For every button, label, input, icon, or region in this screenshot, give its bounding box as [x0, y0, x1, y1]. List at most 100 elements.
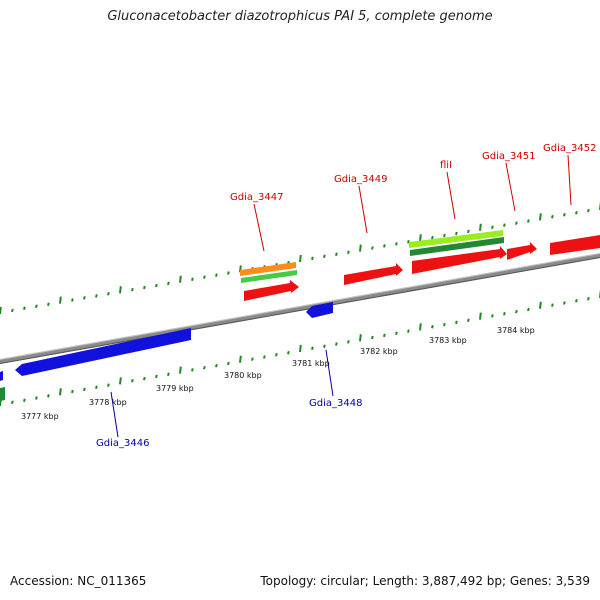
minor-tick [467, 318, 470, 323]
major-tick [479, 223, 482, 231]
gene-gdia-3449[interactable] [344, 263, 403, 285]
minor-tick [503, 223, 506, 227]
minor-tick [503, 312, 506, 316]
minor-tick [203, 366, 206, 370]
minor-tick [527, 307, 530, 312]
ruler-tick-labels: 3777 kbp 3778 kbp 3779 kbp 3780 kbp 3781… [21, 326, 535, 421]
minor-tick [347, 340, 350, 344]
minor-tick [11, 308, 14, 313]
minor-tick [107, 292, 110, 296]
major-tick [239, 355, 242, 363]
minor-tick [167, 372, 170, 377]
minor-tick [431, 324, 434, 329]
label-gdia-3452[interactable]: Gdia_3452 [543, 143, 596, 154]
feature-green[interactable] [241, 270, 297, 283]
label-flii[interactable]: fliI [440, 160, 452, 171]
minor-tick [335, 252, 338, 257]
tick-label: 3781 kbp [292, 359, 330, 368]
major-tick [179, 366, 182, 374]
outer-ring-ticks [0, 202, 600, 315]
gene-gdia-3448[interactable] [306, 302, 333, 318]
forward-strand-features [240, 230, 600, 301]
minor-tick [203, 275, 206, 279]
gene-gdia-3447[interactable] [244, 280, 299, 301]
minor-tick [575, 299, 578, 303]
label-gdia-3451[interactable]: Gdia_3451 [482, 151, 535, 162]
minor-tick [155, 283, 158, 288]
minor-tick [191, 277, 194, 281]
minor-tick [23, 398, 26, 402]
major-tick [539, 213, 542, 221]
minor-tick [443, 233, 446, 238]
minor-tick [155, 374, 158, 379]
minor-tick [131, 287, 134, 292]
minor-tick [455, 231, 458, 236]
major-tick [359, 334, 362, 342]
minor-tick [47, 302, 50, 306]
minor-tick [215, 363, 218, 368]
minor-tick [215, 273, 218, 277]
minor-tick [35, 304, 38, 309]
minor-tick [431, 235, 434, 240]
major-tick [119, 377, 122, 385]
minor-tick [491, 314, 494, 318]
minor-tick [167, 281, 170, 286]
feature-partial-left-blue[interactable] [0, 371, 3, 381]
minor-tick [83, 387, 86, 392]
minor-tick [443, 322, 446, 327]
genome-summary-text: Topology: circular; Length: 3,887,492 bp… [260, 574, 590, 588]
minor-tick [311, 346, 314, 351]
major-tick [539, 301, 542, 309]
minor-tick [371, 246, 374, 250]
major-tick [59, 296, 62, 304]
major-tick [0, 306, 2, 315]
label-gdia-3448[interactable]: Gdia_3448 [309, 398, 362, 409]
major-tick [479, 312, 482, 320]
feature-dark-green[interactable] [410, 237, 504, 256]
minor-tick [467, 229, 470, 234]
gene-gdia-3446[interactable] [15, 328, 191, 376]
minor-tick [47, 394, 50, 398]
gene-flii[interactable] [412, 246, 507, 274]
label-gdia-3446[interactable]: Gdia_3446 [96, 438, 149, 449]
minor-tick [575, 210, 578, 215]
label-gdia-3449[interactable]: Gdia_3449 [334, 174, 387, 185]
tick-label: 3780 kbp [224, 371, 262, 380]
feature-orange[interactable] [240, 262, 296, 276]
minor-tick [71, 389, 74, 394]
tick-label: 3782 kbp [360, 347, 398, 356]
minor-tick [551, 215, 554, 219]
label-gdia-3447[interactable]: Gdia_3447 [230, 192, 283, 203]
minor-tick [143, 285, 146, 290]
tick-label: 3777 kbp [21, 412, 59, 421]
minor-tick [587, 296, 590, 301]
major-tick [419, 323, 422, 331]
minor-tick [587, 208, 590, 213]
feature-light-green[interactable] [409, 230, 503, 248]
major-tick [179, 275, 182, 283]
minor-tick [551, 303, 554, 307]
minor-tick [491, 225, 494, 229]
feature-partial-left-green[interactable] [0, 387, 5, 401]
gene-gdia-3451[interactable] [507, 242, 537, 260]
minor-tick [407, 240, 410, 244]
genome-backbone [0, 253, 600, 364]
bottom-gene-labels: Gdia_3446 Gdia_3448 [96, 398, 362, 449]
minor-tick [275, 353, 278, 357]
minor-tick [371, 335, 374, 340]
minor-tick [95, 385, 98, 389]
top-gene-labels: Gdia_3447 Gdia_3449 fliI Gdia_3451 Gdia_… [230, 143, 596, 203]
gene-leader-lines [110, 154, 572, 438]
map-title: Gluconacetobacter diazotrophicus PAI 5, … [107, 9, 493, 24]
minor-tick [323, 254, 326, 259]
minor-tick [347, 250, 350, 254]
major-tick [419, 234, 422, 242]
minor-tick [227, 361, 230, 366]
minor-tick [23, 306, 26, 311]
minor-tick [311, 256, 314, 261]
minor-tick [395, 242, 398, 246]
minor-tick [515, 221, 518, 225]
minor-tick [35, 396, 38, 400]
gene-gdia-3452[interactable] [550, 235, 600, 255]
minor-tick [515, 309, 518, 314]
